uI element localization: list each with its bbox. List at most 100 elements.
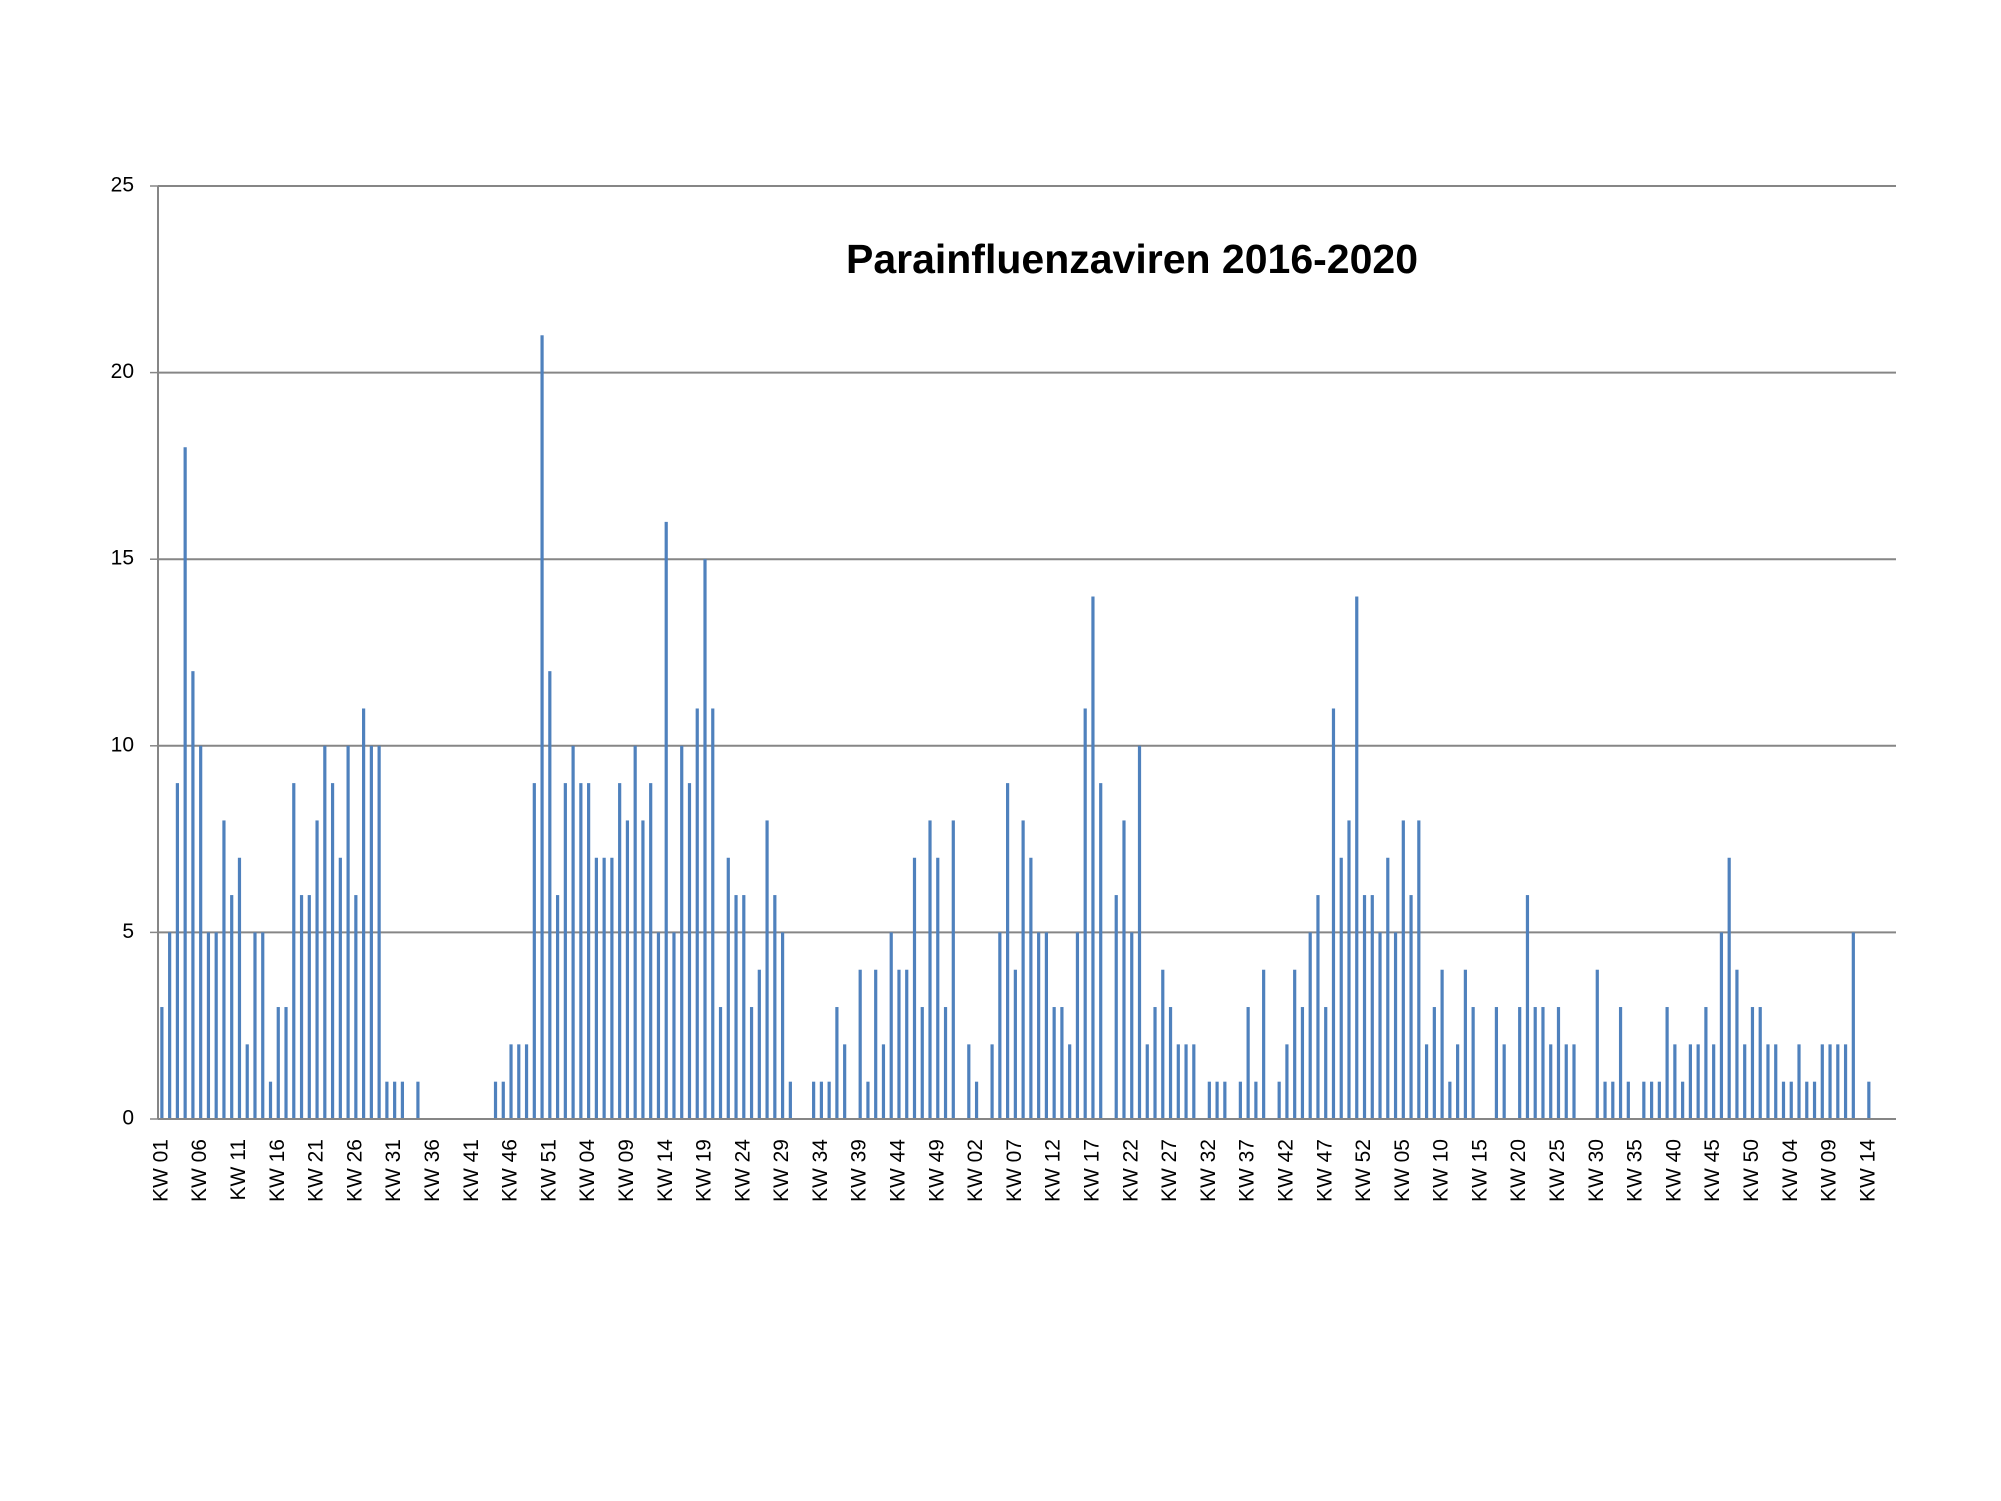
- x-tick-label: KW 27: [1158, 1139, 1181, 1202]
- bar: [253, 932, 257, 1119]
- bar: [315, 820, 319, 1119]
- bar: [1060, 1007, 1064, 1119]
- bar: [1378, 932, 1382, 1119]
- bar: [920, 1007, 924, 1119]
- bar: [1145, 1044, 1149, 1119]
- bar: [943, 1007, 948, 1119]
- bar: [912, 857, 917, 1119]
- bar: [1386, 857, 1390, 1119]
- bar: [299, 895, 304, 1119]
- bar: [1432, 1007, 1436, 1119]
- bar: [695, 708, 699, 1119]
- bar: [1774, 1044, 1778, 1119]
- bar: [191, 671, 195, 1119]
- bar: [1052, 1007, 1056, 1119]
- bar: [1743, 1044, 1747, 1119]
- y-tick-label: 20: [111, 360, 134, 383]
- x-tick-label: KW 25: [1546, 1139, 1569, 1202]
- bar: [323, 745, 327, 1119]
- bar: [1331, 708, 1336, 1119]
- x-tick-label: KW 17: [1080, 1139, 1103, 1202]
- y-tick-label: 5: [122, 920, 134, 943]
- bar: [1688, 1044, 1692, 1119]
- bar: [618, 783, 622, 1119]
- x-tick-label: KW 05: [1391, 1139, 1414, 1202]
- bar: [501, 1081, 505, 1119]
- bar: [1649, 1081, 1654, 1119]
- bar: [416, 1081, 420, 1119]
- bar: [990, 1044, 994, 1119]
- bar: [1207, 1081, 1211, 1119]
- bar: [160, 1007, 164, 1119]
- x-tick-label: KW 02: [964, 1139, 987, 1202]
- bar: [524, 1044, 529, 1119]
- y-tick-label: 10: [111, 733, 134, 756]
- x-tick-label: KW 42: [1274, 1139, 1297, 1202]
- bar: [936, 857, 940, 1119]
- bar: [641, 820, 645, 1119]
- bar: [393, 1081, 397, 1119]
- y-tick-label: 0: [122, 1107, 134, 1130]
- bar: [1836, 1044, 1840, 1119]
- y-tick-label: 25: [111, 174, 134, 197]
- bar: [1719, 932, 1724, 1119]
- bar: [377, 745, 381, 1119]
- bar: [1068, 1044, 1072, 1119]
- bar: [866, 1081, 870, 1119]
- bar: [1727, 857, 1731, 1119]
- x-tick-label: KW 09: [1818, 1139, 1841, 1202]
- x-tick-label: KW 24: [731, 1139, 754, 1202]
- bar: [827, 1081, 831, 1119]
- x-tick-label: KW 40: [1662, 1139, 1685, 1202]
- bar: [1324, 1007, 1328, 1119]
- bar: [1867, 1081, 1871, 1119]
- x-tick-label: KW 07: [1003, 1139, 1026, 1202]
- bar: [1091, 596, 1095, 1119]
- bar: [897, 969, 901, 1119]
- x-tick-label: KW 44: [887, 1139, 910, 1202]
- x-tick-label: KW 29: [770, 1139, 793, 1202]
- bar: [1448, 1081, 1452, 1119]
- bar: [1254, 1081, 1258, 1119]
- bar: [1114, 895, 1118, 1119]
- bar: [1355, 596, 1359, 1119]
- bar: [835, 1007, 839, 1119]
- bar: [1285, 1044, 1289, 1119]
- bar: [1083, 708, 1087, 1119]
- bar: [1192, 1044, 1196, 1119]
- x-tick-label: KW 39: [848, 1139, 871, 1202]
- bar: [307, 895, 311, 1119]
- bar: [749, 1007, 754, 1119]
- bar: [369, 745, 373, 1119]
- bar: [610, 857, 614, 1119]
- x-tick-label: KW 35: [1624, 1139, 1647, 1202]
- x-tick-label: KW 22: [1119, 1139, 1142, 1202]
- bar: [594, 857, 598, 1119]
- bar: [168, 932, 172, 1119]
- x-tick-label: KW 15: [1468, 1139, 1491, 1202]
- bar: [1021, 820, 1025, 1119]
- bar: [881, 1044, 886, 1119]
- bar: [338, 857, 342, 1119]
- bar: [555, 895, 560, 1119]
- bar: [1238, 1081, 1242, 1119]
- x-tick-label: KW 14: [1856, 1139, 1879, 1202]
- bar: [726, 857, 730, 1119]
- bar: [1440, 969, 1444, 1119]
- bar: [183, 447, 187, 1119]
- bar: [1781, 1081, 1786, 1119]
- bar: [532, 783, 536, 1119]
- bar: [1657, 1081, 1661, 1119]
- x-tick-label: KW 11: [227, 1139, 250, 1200]
- bar: [1681, 1081, 1685, 1119]
- bar: [858, 969, 862, 1119]
- bar: [284, 1007, 288, 1119]
- bar: [214, 932, 218, 1119]
- bar: [718, 1007, 723, 1119]
- bar: [292, 783, 296, 1119]
- bar: [1696, 1044, 1700, 1119]
- bar: [1851, 932, 1855, 1119]
- bar: [1293, 969, 1297, 1119]
- bar: [1665, 1007, 1669, 1119]
- x-tick-label: KW 47: [1313, 1139, 1336, 1202]
